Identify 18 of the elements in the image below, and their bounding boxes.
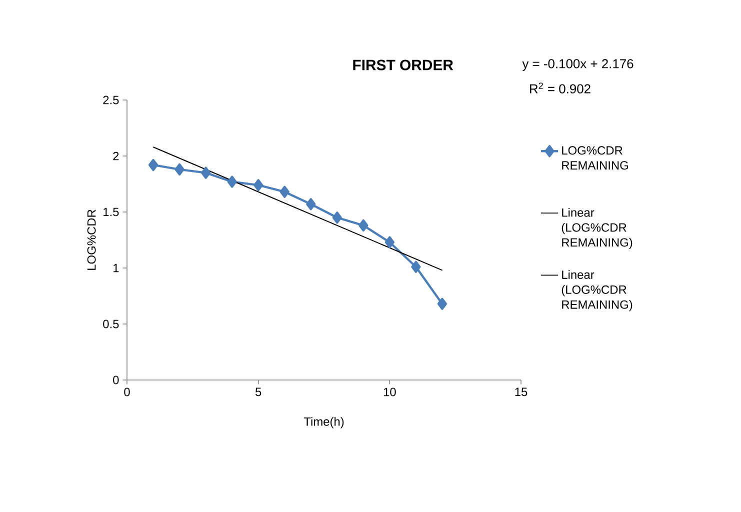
x-tick-label: 15 (515, 388, 528, 396)
y-axis-title: LOG%CDR (87, 210, 96, 270)
y-tick-label: 1 (113, 264, 119, 272)
legend-label: Linear (LOG%CDR REMAINING) (562, 270, 632, 312)
chart-title: FIRST ORDER (353, 60, 454, 70)
x-tick-label: 0 (124, 388, 130, 396)
x-tick-label: 5 (255, 388, 262, 396)
text: y = -0.100x + 2.176 (522, 59, 634, 71)
text: R$^{2}$ = 0.902 (530, 82, 590, 94)
legend-label: LOG%CDR REMAINING (562, 146, 628, 170)
y-tick-label: 2.5 (103, 96, 119, 104)
y-tick-label: 1.5 (104, 208, 119, 216)
y-tick-label: 0.5 (103, 320, 119, 328)
x-axis-title: Time(h) (304, 417, 344, 428)
y-tick-label: 0 (113, 376, 119, 384)
x-tick-label: 10 (384, 388, 396, 396)
legend-label: Linear (LOG%CDR REMAINING) (562, 208, 632, 250)
y-tick-label: 2 (113, 152, 119, 160)
